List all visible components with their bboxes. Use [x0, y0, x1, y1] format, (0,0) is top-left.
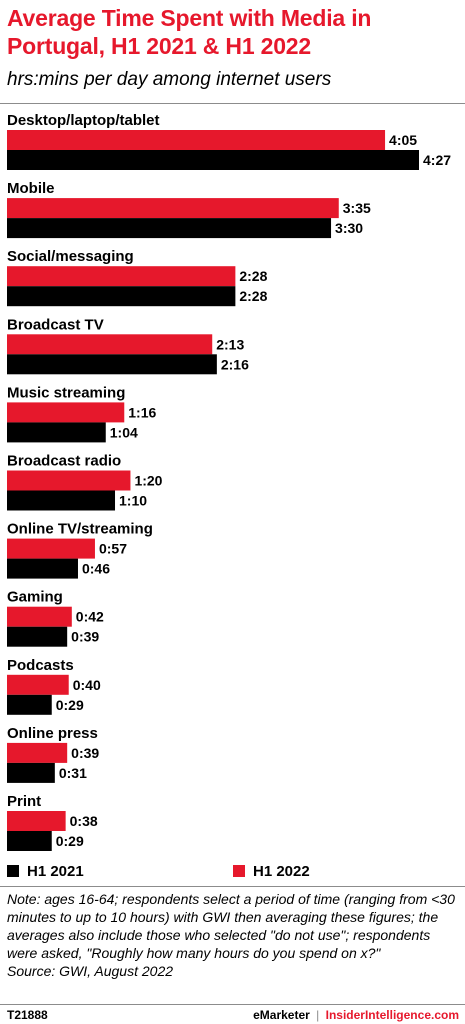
bar-h1-2022-broadcast-tv	[7, 334, 213, 355]
value-label-h1-2021-desktop-laptop-tablet: 4:27	[423, 152, 451, 168]
value-label-h1-2021-social-messaging: 2:28	[239, 288, 267, 304]
bar-h1-2021-desktop-laptop-tablet	[7, 150, 419, 170]
category-label-podcasts: Podcasts	[7, 657, 74, 674]
value-label-h1-2022-broadcast-tv: 2:13	[216, 336, 244, 352]
category-label-social-messaging: Social/messaging	[7, 248, 134, 265]
value-label-h1-2021-broadcast-tv: 2:16	[221, 356, 249, 372]
bar-h1-2021-online-press	[7, 762, 55, 783]
value-label-h1-2021-broadcast-radio: 1:10	[119, 493, 147, 509]
category-label-online-press: Online press	[7, 725, 98, 742]
legend-swatch-h1-2021	[7, 865, 19, 877]
bar-chart: Desktop/laptop/tablet 4:05 4:27 Mobile 3:35 3…	[7, 112, 451, 851]
bar-h1-2021-social-messaging	[7, 286, 236, 307]
value-label-h1-2022-print: 0:38	[70, 813, 98, 829]
footer-divider	[0, 1004, 465, 1005]
value-label-h1-2021-music-streaming: 1:04	[110, 424, 138, 440]
value-label-h1-2021-gaming: 0:39	[71, 629, 99, 645]
bar-h1-2021-online-tv-streaming	[7, 558, 78, 579]
value-label-h1-2021-podcasts: 0:29	[56, 697, 84, 713]
value-label-h1-2022-desktop-laptop-tablet: 4:05	[389, 132, 417, 148]
value-label-h1-2022-online-tv-streaming: 0:57	[99, 541, 127, 557]
value-label-h1-2022-mobile: 3:35	[343, 200, 371, 216]
value-label-h1-2022-social-messaging: 2:28	[239, 268, 267, 284]
bar-h1-2022-broadcast-radio	[7, 470, 131, 491]
source-text: Source: GWI, August 2022	[7, 963, 174, 979]
legend-swatch-h1-2022	[233, 865, 245, 877]
value-label-h1-2022-podcasts: 0:40	[73, 677, 101, 693]
bar-h1-2022-social-messaging	[7, 266, 236, 287]
value-label-h1-2021-print: 0:29	[56, 833, 84, 849]
footer-brand: eMarketer | InsiderIntelligence.com	[253, 1008, 459, 1022]
value-label-h1-2021-online-tv-streaming: 0:46	[82, 561, 110, 577]
bar-h1-2021-mobile	[7, 218, 332, 239]
bar-h1-2021-broadcast-radio	[7, 490, 116, 511]
brand-separator: |	[316, 1008, 320, 1022]
top-divider	[0, 103, 465, 104]
bar-h1-2022-mobile	[7, 198, 339, 219]
chart-subtitle: hrs:mins per day among internet users	[7, 69, 332, 90]
value-label-h1-2022-broadcast-radio: 1:20	[134, 473, 162, 489]
insiderintelligence-brand: InsiderIntelligence.com	[325, 1008, 459, 1022]
legend-h1-2022: H1 2022	[233, 862, 310, 880]
value-label-h1-2022-gaming: 0:42	[76, 609, 104, 625]
bar-h1-2022-print	[7, 811, 66, 831]
note-text: Note: ages 16-64; respondents select a p…	[7, 891, 455, 961]
category-label-broadcast-radio: Broadcast radio	[7, 453, 121, 470]
category-label-mobile: Mobile	[7, 180, 55, 197]
category-label-desktop-laptop-tablet: Desktop/laptop/tablet	[7, 112, 160, 129]
category-label-online-tv-streaming: Online TV/streaming	[7, 521, 153, 538]
bar-h1-2022-desktop-laptop-tablet	[7, 130, 386, 150]
category-label-gaming: Gaming	[7, 589, 63, 606]
value-label-h1-2022-music-streaming: 1:16	[128, 404, 156, 420]
bottom-divider	[0, 886, 465, 887]
legend-label-h1-2021: H1 2021	[27, 862, 84, 880]
chart-id: T21888	[7, 1008, 48, 1022]
bar-h1-2021-print	[7, 831, 52, 851]
legend-h1-2021: H1 2021	[7, 862, 84, 880]
value-label-h1-2021-online-press: 0:31	[59, 765, 87, 781]
bar-h1-2022-podcasts	[7, 674, 69, 695]
bar-h1-2021-gaming	[7, 626, 68, 647]
legend-label-h1-2022: H1 2022	[253, 862, 310, 880]
bar-h1-2021-broadcast-tv	[7, 354, 217, 375]
bar-h1-2022-online-tv-streaming	[7, 538, 95, 559]
category-label-print: Print	[7, 793, 41, 810]
bar-h1-2022-music-streaming	[7, 402, 125, 423]
bar-h1-2021-music-streaming	[7, 422, 106, 443]
chart-note: Note: ages 16-64; respondents select a p…	[7, 890, 459, 980]
value-label-h1-2021-mobile: 3:30	[335, 220, 363, 236]
chart-title: Average Time Spent with Media in Portuga…	[7, 5, 372, 59]
bar-h1-2021-podcasts	[7, 694, 52, 715]
category-label-music-streaming: Music streaming	[7, 384, 125, 401]
emarketer-brand: eMarketer	[253, 1008, 310, 1022]
bar-h1-2022-gaming	[7, 606, 72, 627]
category-label-broadcast-tv: Broadcast TV	[7, 316, 104, 333]
value-label-h1-2022-online-press: 0:39	[71, 745, 99, 761]
bar-h1-2022-online-press	[7, 742, 68, 763]
